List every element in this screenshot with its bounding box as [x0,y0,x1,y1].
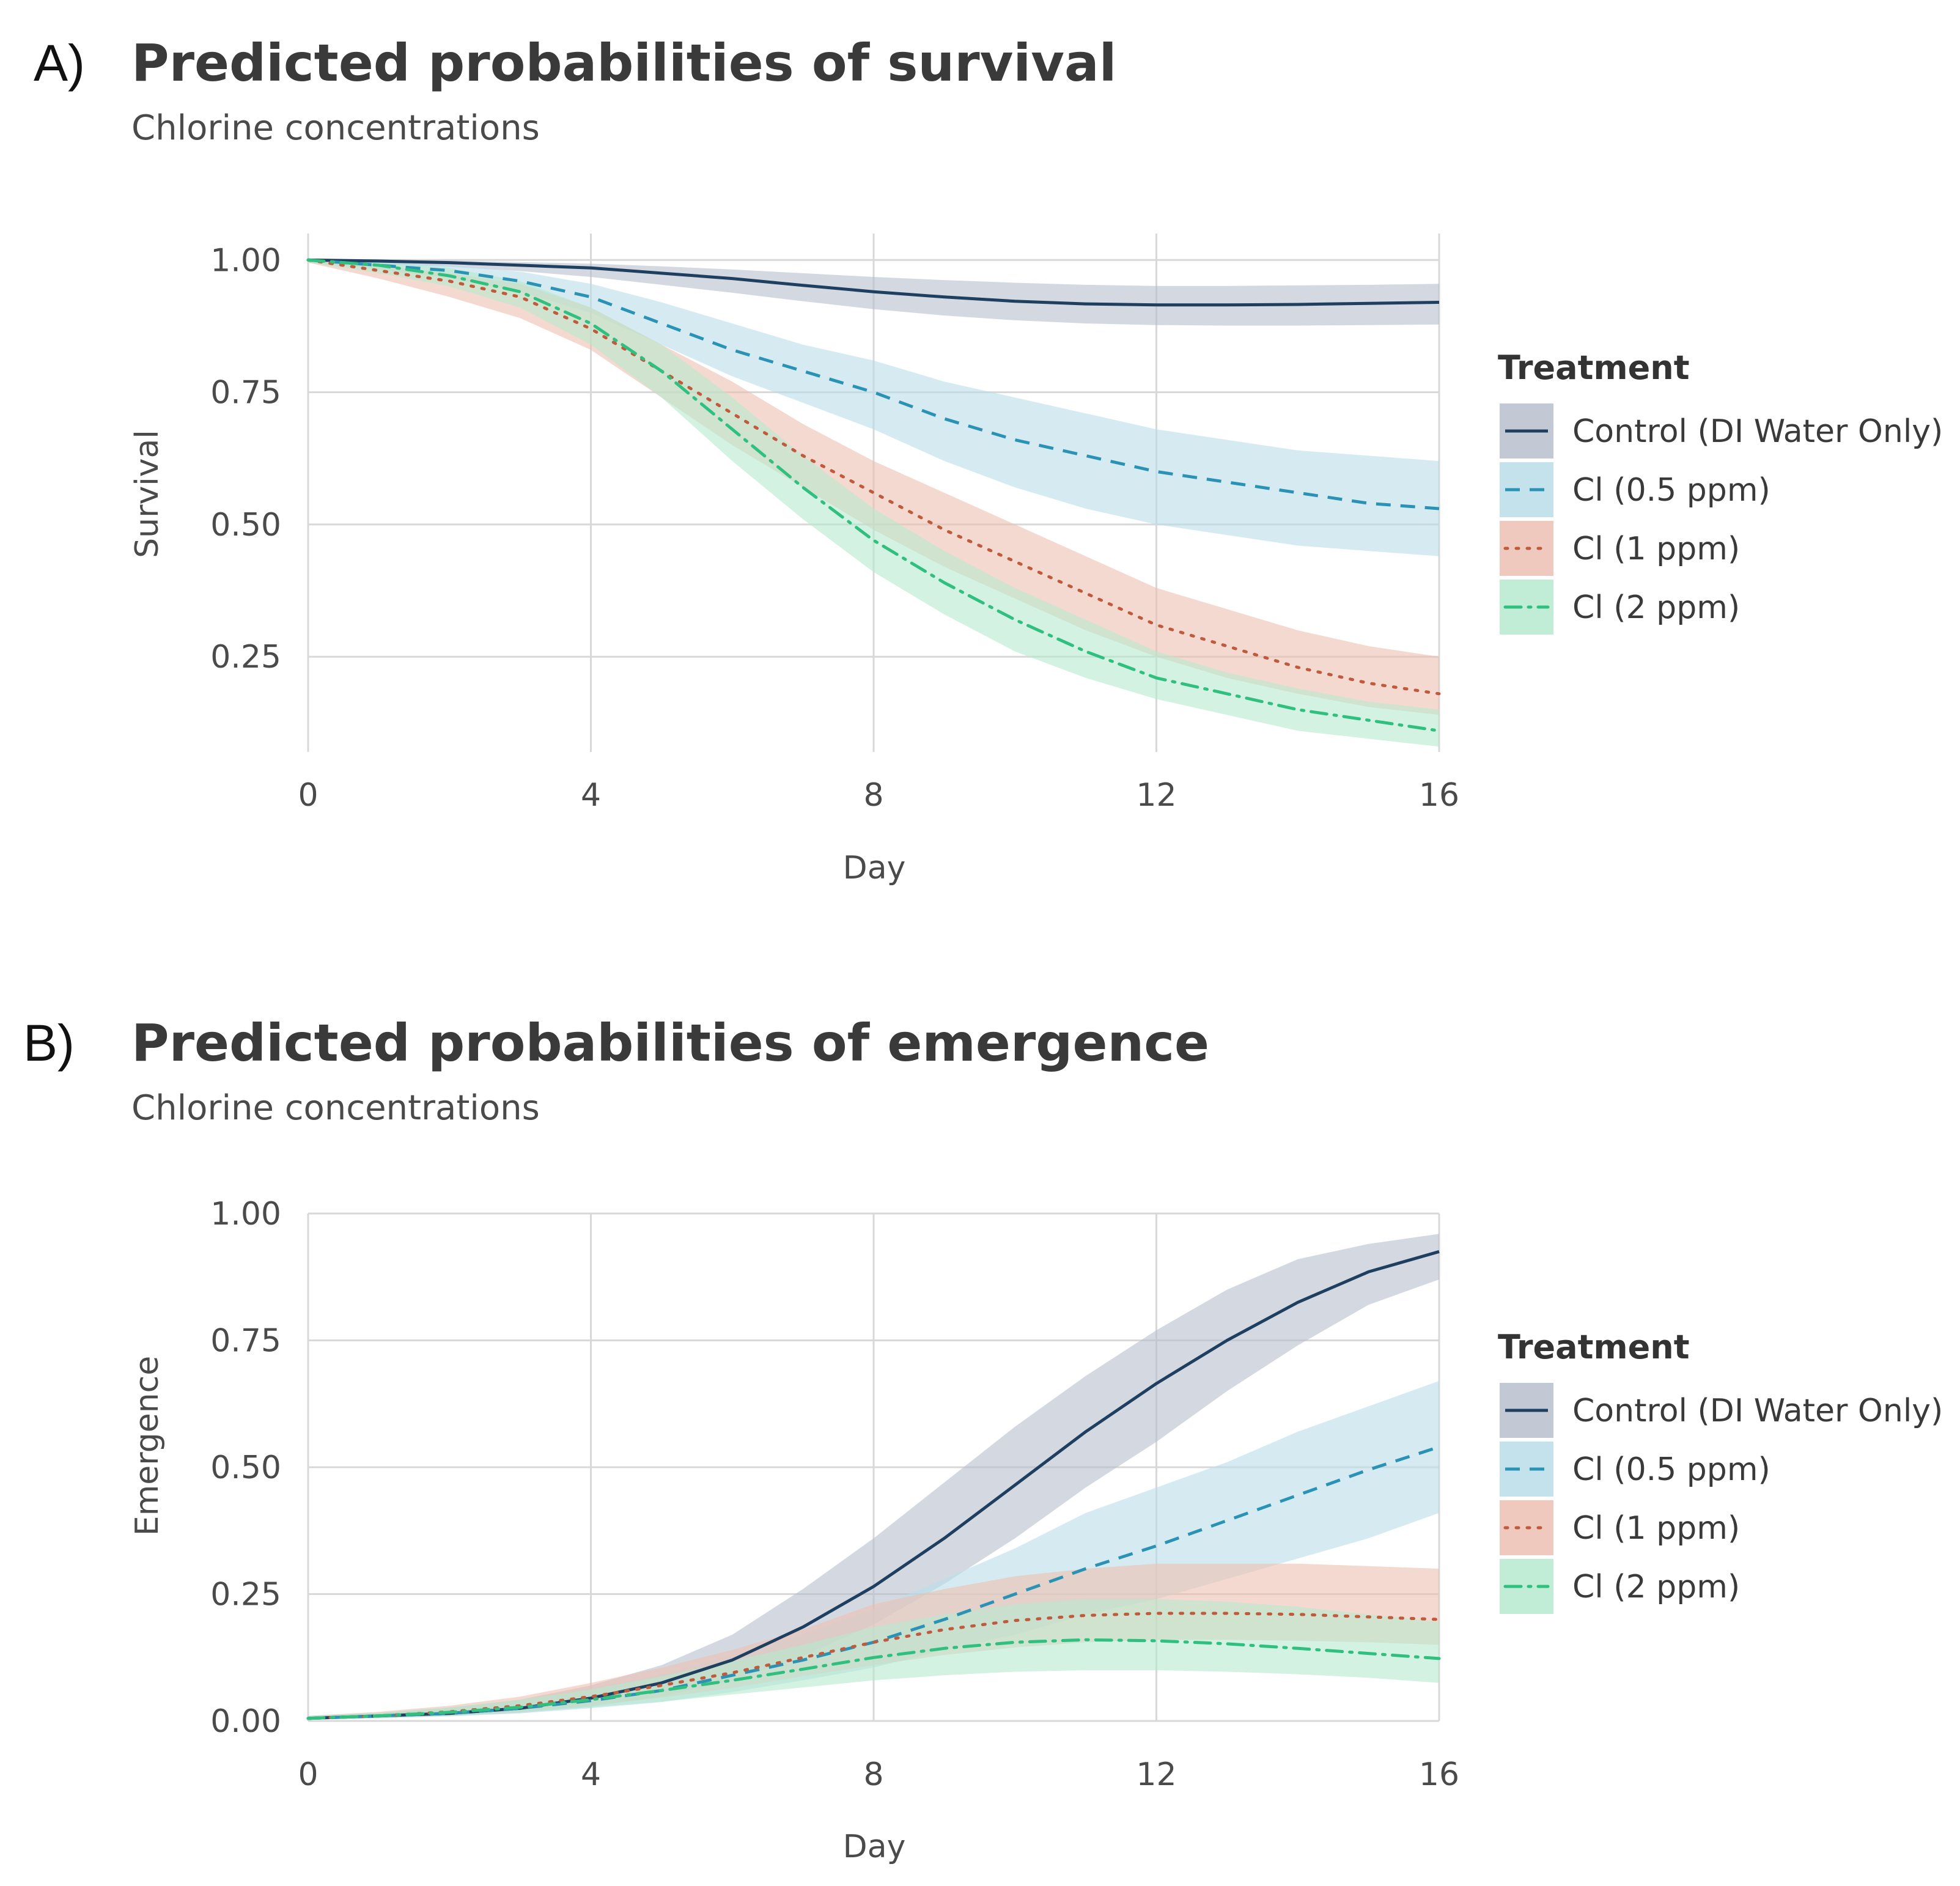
panel-b-y-tick-label: 0.00 [210,1703,281,1740]
panel-b-y-tick-label: 0.75 [210,1323,281,1360]
panel-b-legend: Treatment Control (DI Water Only) Cl (0.5 … [1498,1328,1943,1614]
emergence-plot: 1.00 0.75 0.50 0.25 0.00 0 4 8 12 16 [210,1196,1459,1793]
panel-a-legend-label-cl-2-ppm: Cl (2 ppm) [1572,589,1740,626]
survival-plot: 1.00 0.75 0.50 0.25 0 4 8 12 16 [210,234,1459,814]
panel-b-x-tick-label: 8 [863,1756,883,1793]
panel-b-y-tick-label: 0.50 [210,1449,281,1486]
panel-b-legend-label-cl-2-ppm: Cl (2 ppm) [1572,1569,1740,1605]
panel-a-y-axis-title: Survival [129,430,166,558]
panel-a-x-tick-label: 12 [1136,777,1176,814]
panel-a-x-tick-label: 8 [863,777,883,814]
panel-b-legend-label-control-di-water-only: Control (DI Water Only) [1572,1393,1943,1429]
panel-a-title: Predicted probabilities of survival [131,33,1116,93]
panel-a-legend-title: Treatment [1498,348,1690,387]
panel-a-y-tick-label: 0.75 [210,375,281,411]
panel-a-legend-label-cl-0-5-ppm: Cl (0.5 ppm) [1572,472,1770,509]
panel-a-line-control-di-water-only [308,258,1440,307]
panel-a-legend-label-cl-1-ppm: Cl (1 ppm) [1572,531,1740,567]
panel-b-x-tick-label: 12 [1136,1756,1176,1793]
panel-b-legend-label-cl-1-ppm: Cl (1 ppm) [1572,1510,1740,1547]
panel-b-letter: B) [23,1014,75,1072]
panel-b-title: Predicted probabilities of emergence [131,1013,1209,1073]
panel-b-y-tick-label: 1.00 [210,1196,281,1232]
panel-a-band-cl-0-5-ppm [308,260,1439,556]
panel-a-y-tick-label: 0.25 [210,639,281,676]
panel-b-subtitle: Chlorine concentrations [131,1088,540,1128]
panel-a-legend: Treatment Control (DI Water Only) Cl (0.5 … [1498,348,1943,635]
panel-b-line-cl-2-ppm [306,1638,1441,1720]
panel-b-x-tick-label: 4 [581,1756,601,1793]
panel-b-band-cl-2-ppm [308,1599,1439,1720]
panel-a-x-axis-title: Day [843,850,906,886]
panel-a-x-tick-label: 4 [581,777,601,814]
panel-b-x-tick-label: 16 [1419,1756,1459,1793]
panel-b-band-control-di-water-only [308,1234,1439,1720]
panel-a-band-cl-1-ppm [308,260,1439,715]
panel-a-subtitle: Chlorine concentrations [131,108,540,148]
panel-a-legend-label-control-di-water-only: Control (DI Water Only) [1572,413,1943,450]
panel-a-letter: A) [34,34,85,92]
panel-b-legend-label-cl-0-5-ppm: Cl (0.5 ppm) [1572,1451,1770,1488]
panel-b-y-tick-label: 0.25 [210,1577,281,1613]
panel-a-line-cl-1-ppm [306,258,1441,696]
panel-b-legend-title: Treatment [1498,1328,1690,1366]
panel-b-x-tick-label: 0 [298,1756,318,1793]
panel-a-band-cl-2-ppm [308,260,1439,747]
panel-a-x-tick-label: 0 [298,777,318,814]
panel-b-y-axis-title: Emergence [129,1356,166,1536]
panel-a-y-tick-label: 0.50 [210,507,281,543]
panel-b-x-axis-title: Day [843,1829,906,1865]
panel-a-x-tick-label: 16 [1419,777,1459,814]
panel-a-line-cl-2-ppm [306,258,1441,732]
panel-a-y-tick-label: 1.00 [210,242,281,279]
